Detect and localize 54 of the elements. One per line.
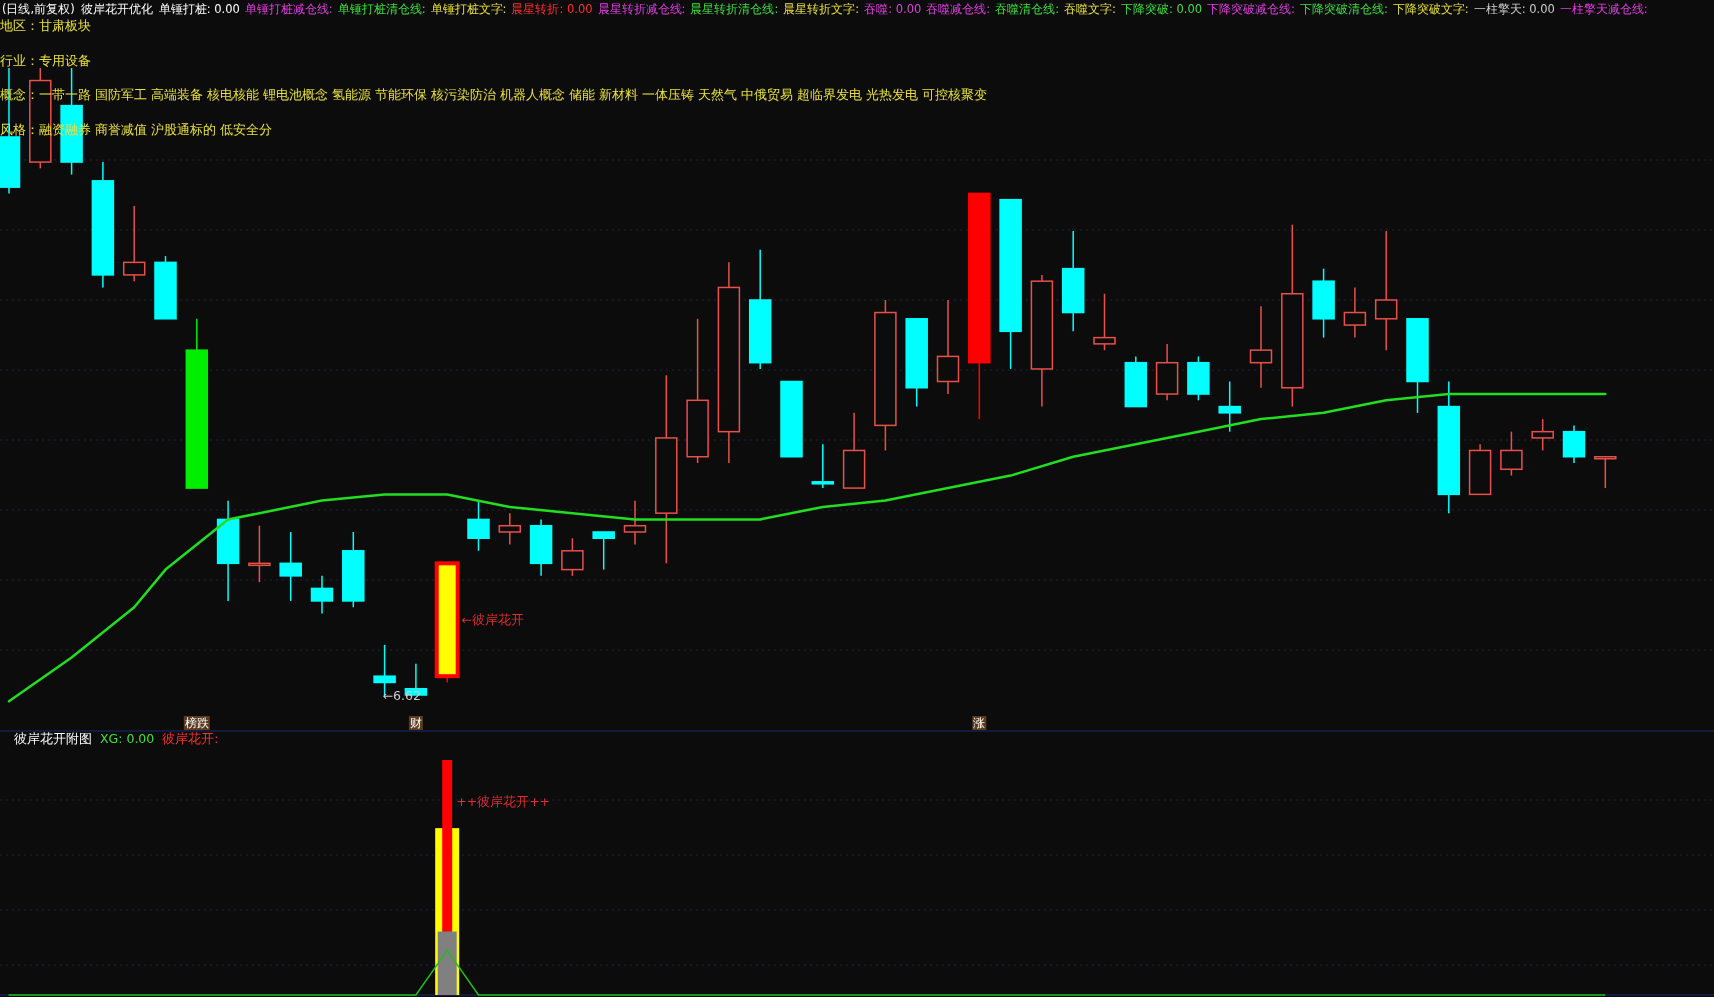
candlestick <box>498 512 522 546</box>
annotation: ←6.62 <box>382 688 421 703</box>
candlestick <box>1374 230 1398 351</box>
candlestick <box>717 261 741 464</box>
chart-subtitle: 彼岸花开优化 <box>80 2 153 16</box>
candlestick <box>216 499 240 602</box>
text: 单锤打桩: 0.00 <box>158 2 240 16</box>
text: 地区：甘肃板块 <box>0 18 91 33</box>
candlestick <box>748 249 772 370</box>
candlestick <box>1249 305 1273 389</box>
text: 晨星转折文字: <box>783 2 860 16</box>
chart-title: 彼岸花开附图 <box>14 731 92 746</box>
candlestick <box>1343 286 1367 339</box>
candlestick <box>1437 380 1461 514</box>
text: 吞噬减仓线: <box>926 2 991 16</box>
text: 吞噬: 0.00 <box>864 2 922 16</box>
text: 一柱擎天: 0.00 <box>1473 2 1555 16</box>
text: 彼岸花开: <box>162 731 219 746</box>
candlestick <box>529 518 553 577</box>
annotation: ++彼岸花开++ <box>456 794 551 810</box>
candlestick <box>1030 274 1054 408</box>
candlestick <box>1562 424 1586 464</box>
candlestick <box>623 499 647 546</box>
text: 晨星转折: 0.00 <box>511 2 593 16</box>
candlestick <box>1061 230 1085 333</box>
candlestick <box>655 374 678 565</box>
text: 吞噬文字: <box>1064 2 1116 16</box>
x-tick-label: 财 <box>409 716 422 730</box>
annotation: 行业：专用设备 <box>0 53 91 68</box>
text: XG: 0.00 <box>100 731 155 746</box>
annotation: ←彼岸花开 <box>461 611 524 627</box>
text: 下降突破: 0.00 <box>1120 2 1203 16</box>
candlestick <box>1281 224 1304 408</box>
candlestick <box>310 575 334 615</box>
text: 一柱擎天减仓线: <box>1559 2 1648 16</box>
candlestick <box>936 299 960 395</box>
candlestick <box>279 531 302 602</box>
candlestick <box>1218 380 1241 433</box>
text: 单锤打桩文字: <box>430 2 507 16</box>
text: 下降突破减仓线: <box>1207 2 1295 16</box>
x-tick-label: 涨 <box>973 716 986 730</box>
text: 晨星转折清仓线: <box>690 2 779 16</box>
chart-title: (日线,前复权) <box>2 2 75 16</box>
x-tick-label: 榜跌 <box>184 716 209 730</box>
candlestick <box>1155 343 1179 402</box>
candlestick <box>248 524 271 583</box>
candlestick <box>91 161 115 289</box>
text: 单锤打桩减仓线: <box>244 2 333 16</box>
text: 下降突破清仓线: <box>1299 2 1388 16</box>
text: 单锤打桩清仓线: <box>337 2 426 16</box>
text: 晨星转折减仓线: <box>597 2 686 16</box>
candlestick <box>122 205 146 282</box>
text: 下降突破文字: <box>1392 2 1469 16</box>
text: 吞噬清仓线: <box>995 2 1060 16</box>
